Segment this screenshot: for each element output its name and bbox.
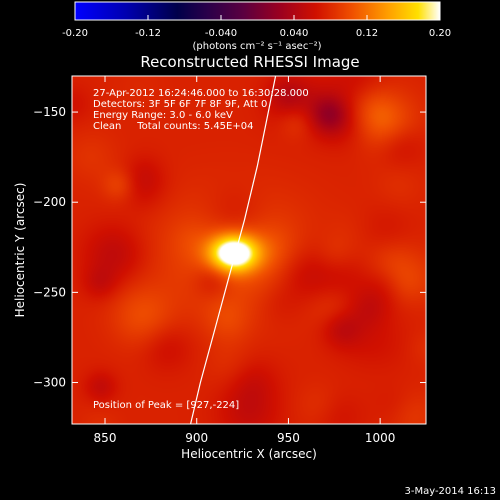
solar-limb-line [189, 76, 277, 424]
x-tick-label: 1000 [365, 431, 396, 445]
colorbar-tick-label: 0.12 [356, 28, 378, 39]
colorbar-units: (photons cm⁻² s⁻¹ asec⁻²) [192, 41, 321, 52]
colorbar-tick-label: -0.040 [205, 28, 237, 39]
annotation-block: 27-Apr-2012 16:24:46.000 to 16:30:28.000… [93, 88, 309, 132]
y-tick-label: −250 [33, 285, 66, 299]
y-tick-label: −300 [33, 376, 66, 390]
annotation-energy-range: Energy Range: 3.0 - 6.0 keV [93, 110, 233, 121]
y-axis-label: Heliocentric Y (arcsec) [13, 183, 27, 318]
colorbar-ticks: -0.20 -0.12 -0.040 0.040 0.12 0.20 [62, 15, 451, 39]
colorbar: -0.20 -0.12 -0.040 0.040 0.12 0.20 (photons c… [62, 1, 451, 52]
plot-area [71, 75, 427, 425]
annotation-time-range: 27-Apr-2012 16:24:46.000 to 16:30:28.000 [93, 88, 309, 99]
colorbar-tick-label: 0.20 [429, 28, 451, 39]
plot-frame [71, 75, 427, 425]
annotation-detectors: Detectors: 3F 5F 6F 7F 8F 9F, Att 0 [93, 99, 267, 110]
x-tick-label: 850 [94, 431, 117, 445]
annotation-clean-counts: Clean Total counts: 5.45E+04 [93, 121, 253, 132]
x-axis-label: Heliocentric X (arcsec) [181, 447, 317, 461]
colorbar-tick-label: 0.040 [280, 28, 309, 39]
colorbar-tick-label: -0.20 [62, 28, 88, 39]
peak-position-label: Position of Peak = [927,-224] [93, 400, 239, 411]
x-tick-label: 900 [185, 431, 208, 445]
chart-title: Reconstructed RHESSI Image [140, 53, 359, 71]
colorbar-tick-label: -0.12 [135, 28, 161, 39]
y-axis-ticks: −150 −200 −250 −300 [33, 105, 426, 390]
x-tick-label: 950 [277, 431, 300, 445]
heatmap-image [72, 76, 426, 424]
y-tick-label: −200 [33, 195, 66, 209]
footer-timestamp: 3-May-2014 16:13 [404, 486, 496, 497]
colorbar-bar [74, 1, 441, 21]
y-tick-label: −150 [33, 105, 66, 119]
x-axis-ticks: 850 900 950 1000 [94, 76, 396, 445]
